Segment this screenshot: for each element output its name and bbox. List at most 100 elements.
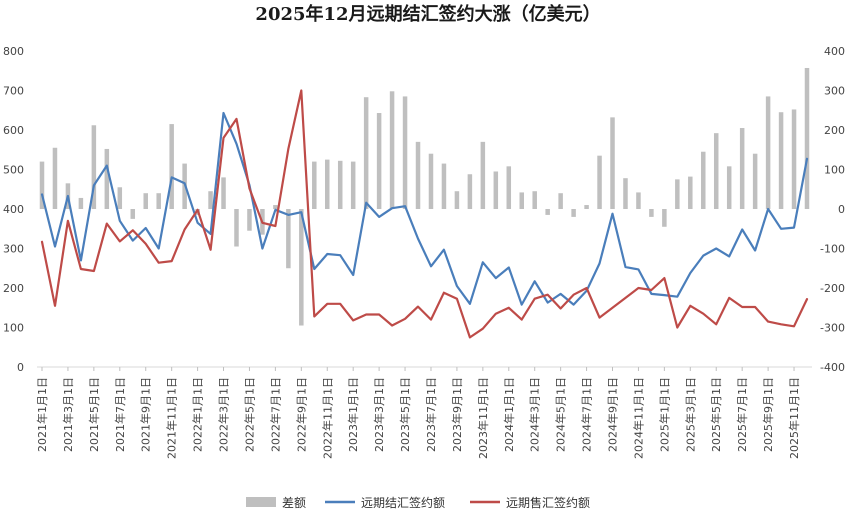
bar-diff: [415, 141, 421, 209]
bar-diff: [104, 148, 110, 209]
bar-series-diff: [39, 67, 810, 326]
bar-diff: [78, 197, 84, 209]
bar-diff: [247, 209, 252, 231]
y-left-tick-label: 600: [3, 124, 24, 137]
x-tick-label: 2021年9月1日: [139, 377, 153, 452]
bar-diff: [778, 112, 784, 209]
line-series: [40, 89, 809, 339]
bar-diff: [143, 193, 148, 209]
bar-diff: [52, 147, 58, 209]
x-tick-label: 2023年7月1日: [424, 377, 438, 452]
bar-diff: [117, 187, 123, 209]
bar-diff: [428, 153, 434, 209]
bar-diff: [221, 177, 226, 209]
x-tick-label: 2023年3月1日: [372, 377, 386, 452]
y-left-tick-label: 700: [3, 85, 24, 98]
y-left-tick-label: 500: [3, 164, 24, 177]
x-tick-label: 2023年9月1日: [450, 377, 464, 452]
x-tick-label: 2021年11月1日: [165, 377, 179, 459]
bar-diff: [91, 125, 97, 209]
y-right-tick-label: 200: [824, 124, 845, 137]
bar-diff: [688, 176, 693, 209]
y-right-tick-label: 100: [824, 164, 845, 177]
y-left-tick-label: 800: [3, 45, 24, 58]
legend-label-diff: 差额: [282, 496, 306, 510]
y-right-tick-label: -100: [820, 243, 845, 256]
bar-diff: [752, 153, 758, 209]
x-tick-label: 2025年7月1日: [735, 377, 749, 452]
x-tick-label: 2024年3月1日: [528, 377, 542, 452]
bar-diff: [39, 161, 45, 209]
x-tick-label: 2021年3月1日: [61, 377, 75, 452]
bar-diff: [234, 209, 239, 247]
bar-diff: [480, 141, 486, 209]
x-tick-label: 2024年9月1日: [606, 377, 620, 452]
x-tick-label: 2024年11月1日: [631, 377, 645, 459]
bar-diff: [623, 178, 628, 209]
y-left-tick-label: 200: [3, 282, 24, 295]
bar-diff: [169, 124, 174, 209]
bar-diff: [545, 209, 550, 215]
x-tick-label: 2023年5月1日: [398, 377, 412, 452]
bar-diff: [130, 209, 136, 219]
bar-diff: [337, 160, 343, 209]
y-right-tick-label: 300: [824, 85, 845, 98]
bar-diff: [701, 151, 706, 209]
y-right-tick-label: -300: [820, 322, 845, 335]
bar-diff: [532, 191, 537, 209]
bar-diff: [506, 166, 512, 209]
y-left-tick-label: 100: [3, 322, 24, 335]
bar-diff: [519, 192, 524, 209]
x-tick-label: 2022年7月1日: [268, 377, 282, 452]
bar-diff: [286, 209, 291, 269]
y-left-tick-label: 0: [17, 361, 24, 374]
bar-diff: [208, 191, 213, 209]
bar-diff: [402, 96, 408, 209]
bar-diff: [791, 109, 797, 209]
x-tick-label: 2021年1月1日: [35, 377, 49, 452]
bar-diff: [584, 205, 589, 209]
bar-diff: [558, 193, 563, 209]
line-settlement: [40, 111, 809, 306]
x-axis: 2021年1月1日 2021年3月1日 2021年5月1日 2021年7月1日 2021…: [35, 367, 801, 459]
x-tick-label: 2023年1月1日: [346, 377, 360, 452]
bar-diff: [675, 179, 680, 209]
bar-diff: [350, 161, 356, 209]
y-right-tick-label: -200: [820, 282, 845, 295]
bar-diff: [571, 209, 576, 217]
bar-diff: [493, 171, 499, 209]
legend-label-sale: 远期售汇签约额: [506, 495, 590, 510]
y-left-tick-label: 400: [3, 203, 24, 216]
bar-diff: [454, 191, 460, 209]
x-tick-label: 2022年11月1日: [320, 377, 334, 459]
x-tick-label: 2023年11月1日: [476, 377, 490, 459]
bar-diff: [636, 192, 641, 209]
bar-diff: [713, 133, 719, 209]
x-tick-label: 2022年9月1日: [294, 377, 308, 452]
x-tick-label: 2024年5月1日: [554, 377, 568, 452]
x-tick-label: 2021年5月1日: [87, 377, 101, 452]
bar-diff: [662, 209, 667, 227]
bar-diff: [739, 128, 745, 209]
bar-diff: [299, 209, 304, 326]
legend: 差额 远期结汇签约额 远期售汇签约额: [246, 495, 590, 510]
bar-diff: [610, 117, 615, 209]
bar-diff: [312, 161, 317, 209]
x-tick-label: 2025年5月1日: [709, 377, 723, 452]
bar-diff: [389, 91, 395, 209]
y-left-tick-label: 300: [3, 243, 24, 256]
x-tick-label: 2022年1月1日: [191, 377, 205, 452]
x-tick-label: 2025年11月1日: [787, 377, 801, 459]
bar-diff: [467, 174, 473, 209]
y-right-tick-label: 400: [824, 45, 845, 58]
bar-diff: [363, 97, 369, 209]
line-sale: [40, 89, 809, 339]
x-tick-label: 2025年3月1日: [683, 377, 697, 452]
x-tick-label: 2025年1月1日: [657, 377, 671, 452]
y-right-tick-label: 0: [838, 203, 845, 216]
bar-diff: [441, 163, 447, 209]
bar-diff: [325, 159, 330, 209]
y-right-tick-label: -400: [820, 361, 845, 374]
bar-diff: [156, 193, 161, 209]
